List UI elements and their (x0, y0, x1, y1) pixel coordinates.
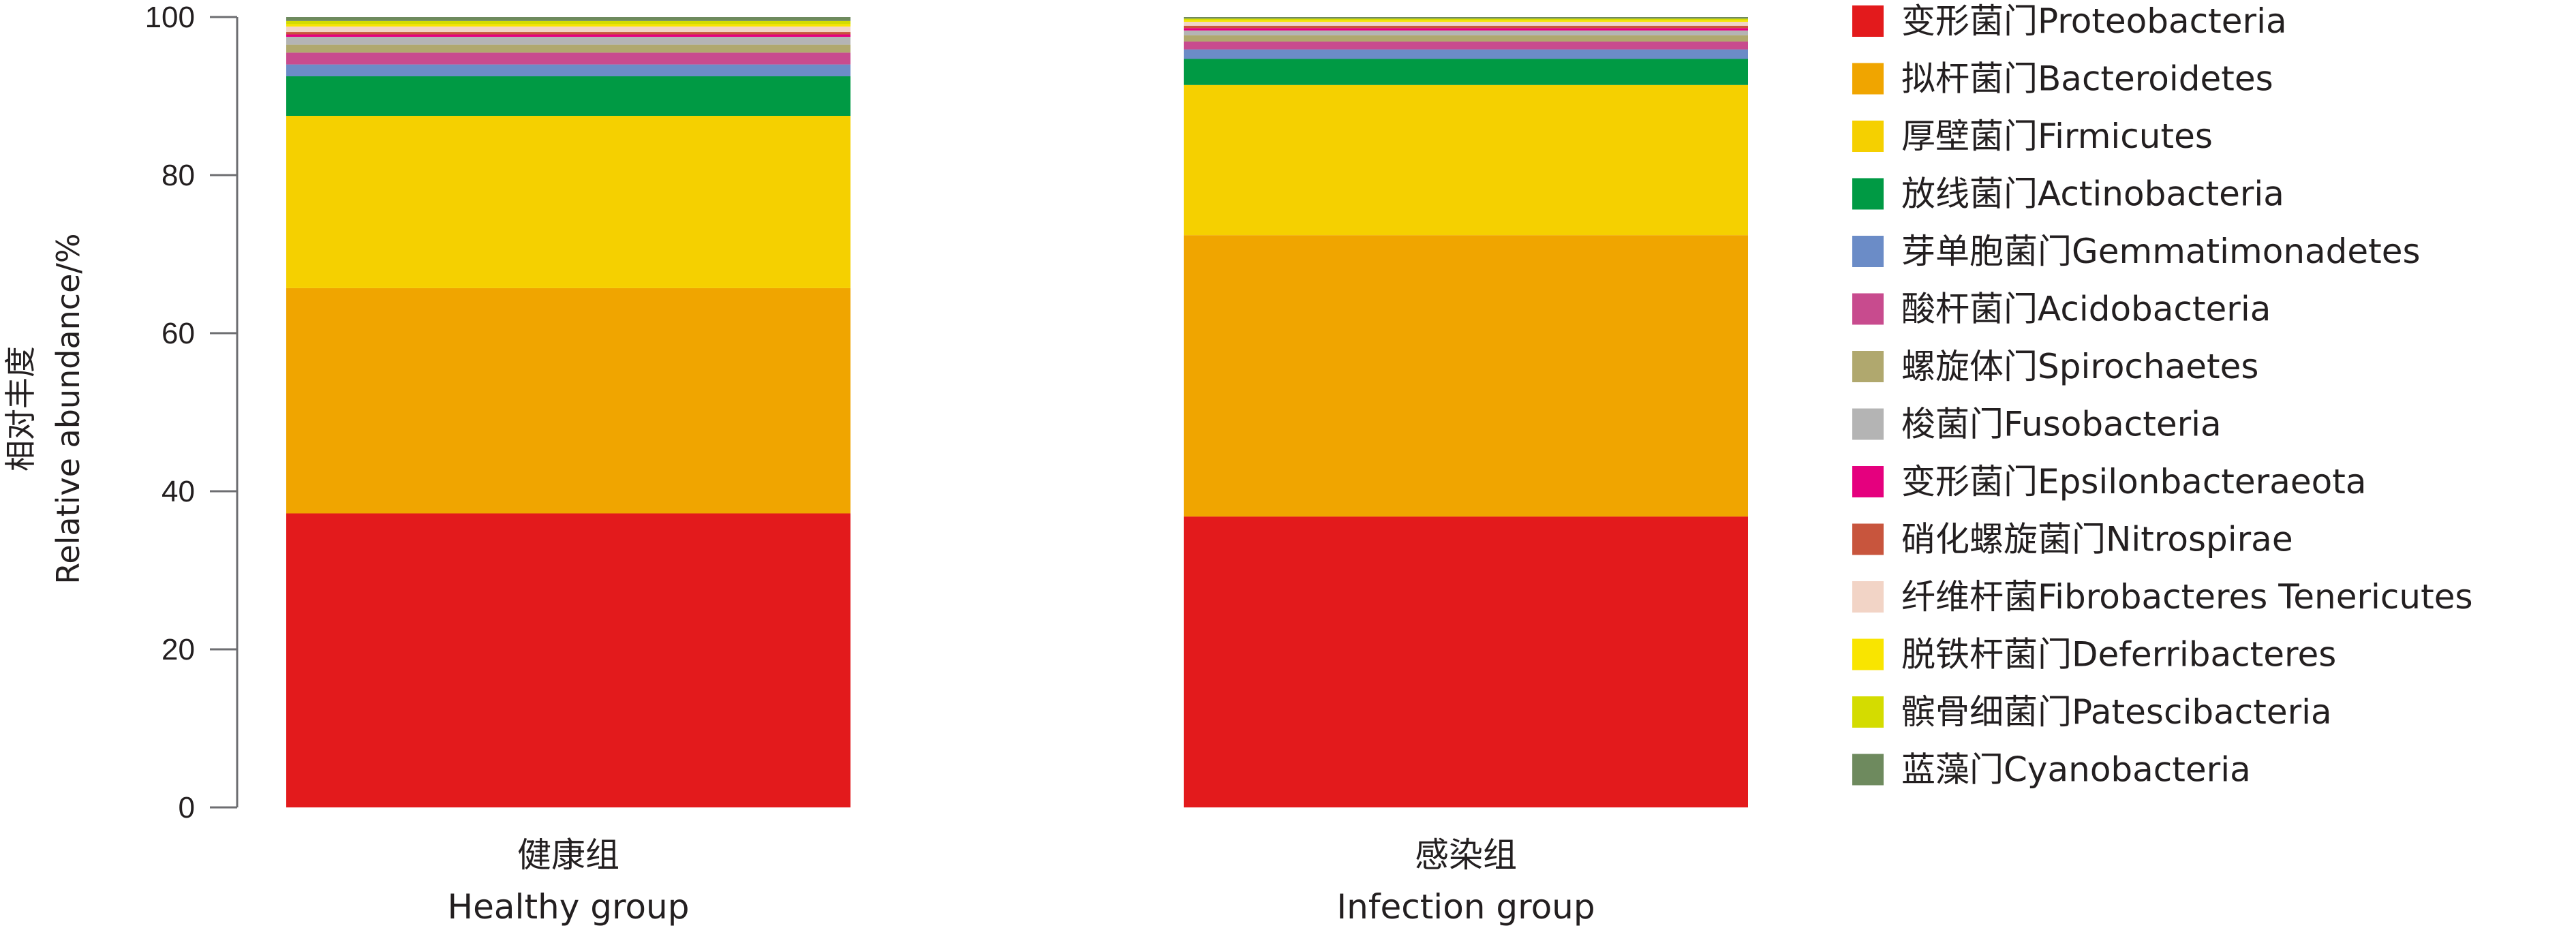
bar-segment (286, 24, 850, 27)
y-axis-title-cn: 相对丰度 (2, 346, 39, 471)
legend-item: 蓝藻门Cyanobacteria (1852, 750, 2251, 790)
y-tick-label: 40 (162, 475, 195, 508)
legend-label: 螺旋体门Spirochaetes (1901, 347, 2258, 386)
legend-label: 硝化螺旋菌门Nitrospirae (1901, 520, 2293, 559)
legend-item: 芽单胞菌门Gemmatimonadetes (1852, 232, 2421, 271)
category-label-cn: 感染组 (1415, 835, 1517, 875)
bars (286, 17, 1748, 807)
legend-item: 螺旋体门Spirochaetes (1852, 347, 2258, 386)
bar-segment (286, 20, 850, 25)
legend-swatch (1852, 5, 1884, 37)
bar-segment (1184, 17, 1748, 19)
legend-swatch (1852, 754, 1884, 786)
bar-segment (286, 76, 850, 116)
category-label-cn: 健康组 (517, 835, 619, 875)
legend-item: 放线菌门Actinobacteria (1852, 174, 2284, 214)
legend-item: 变形菌门Proteobacteria (1852, 1, 2287, 41)
legend-item: 硝化螺旋菌门Nitrospirae (1852, 520, 2293, 559)
y-tick-label: 100 (145, 1, 195, 34)
legend-item: 梭菌门Fusobacteria (1852, 405, 2222, 444)
bar-segment (286, 116, 850, 288)
bar-segment (1184, 84, 1748, 236)
y-tick-label: 60 (162, 317, 195, 350)
legend-item: 变形菌门Epsilonbacteraeota (1852, 462, 2366, 501)
legend-label: 蓝藻门Cyanobacteria (1901, 750, 2251, 790)
bar-segment (286, 32, 850, 35)
bar-segment (1184, 516, 1748, 807)
bar-segment (286, 17, 850, 21)
bar-segment (286, 52, 850, 65)
legend-swatch (1852, 408, 1884, 440)
bar-segment (1184, 59, 1748, 85)
bar-segment (1184, 20, 1748, 22)
bar-stack (286, 17, 850, 807)
legend-item: 髌骨细菌门Patescibacteria (1852, 692, 2332, 732)
bar-segment (1184, 235, 1748, 517)
bar-stack (1184, 17, 1748, 807)
legend-label: 脱铁杆菌门Deferribacteres (1901, 635, 2336, 675)
legend-item: 厚壁菌门Firmicutes (1852, 117, 2213, 156)
bar-segment (1184, 30, 1748, 35)
y-axis: 0 20 40 60 80 100 (145, 1, 239, 824)
legend-label: 拟杆菌门Bacteroidetes (1901, 59, 2273, 99)
legend-swatch (1852, 293, 1884, 325)
bar-segment (286, 26, 850, 33)
category-label-en: Infection group (1336, 887, 1595, 927)
legend-label: 髌骨细菌门Patescibacteria (1901, 692, 2332, 732)
legend-swatch (1852, 178, 1884, 210)
legend-swatch (1852, 638, 1884, 670)
bar-segment (1184, 35, 1748, 42)
category-label-en: Healthy group (448, 887, 690, 927)
y-axis-title-en: Relative abundance/% (50, 233, 87, 584)
bar-segment (286, 34, 850, 37)
bar-segment (286, 44, 850, 53)
legend-swatch (1852, 581, 1884, 613)
category-labels: 健康组 Healthy group 感染组 Infection group (448, 835, 1595, 927)
legend-label: 变形菌门Proteobacteria (1901, 1, 2287, 41)
bar-segment (1184, 18, 1748, 20)
bar-segment (1184, 21, 1748, 26)
legend-label: 厚壁菌门Firmicutes (1901, 117, 2213, 156)
legend-swatch (1852, 121, 1884, 152)
legend-item: 拟杆菌门Bacteroidetes (1852, 59, 2273, 99)
legend-item: 脱铁杆菌门Deferribacteres (1852, 635, 2336, 675)
bar-segment (286, 288, 850, 514)
legend-swatch (1852, 351, 1884, 382)
bar-segment (1184, 49, 1748, 59)
legend-swatch (1852, 523, 1884, 555)
legend-item: 纤维杆菌Fibrobacteres Tenericutes (1852, 577, 2473, 617)
legend-swatch (1852, 236, 1884, 267)
legend-label: 酸杆菌门Acidobacteria (1901, 290, 2271, 329)
bar-segment (1184, 28, 1748, 31)
legend-label: 纤维杆菌Fibrobacteres Tenericutes (1901, 577, 2473, 617)
y-tick-label: 80 (162, 159, 195, 192)
legend-label: 芽单胞菌门Gemmatimonadetes (1901, 232, 2421, 271)
legend-label: 梭菌门Fusobacteria (1901, 405, 2222, 444)
legend-swatch (1852, 63, 1884, 95)
y-tick-label: 0 (179, 791, 195, 824)
legend-item: 酸杆菌门Acidobacteria (1852, 290, 2271, 329)
bar-segment (286, 513, 850, 807)
legend: 变形菌门Proteobacteria 拟杆菌门Bacteroidetes 厚壁菌门F… (1852, 1, 2473, 790)
bar-segment (1184, 25, 1748, 29)
y-tick-label: 20 (162, 633, 195, 666)
legend-label: 变形菌门Epsilonbacteraeota (1901, 462, 2366, 501)
legend-label: 放线菌门Actinobacteria (1901, 174, 2284, 214)
bar-segment (1184, 41, 1748, 50)
legend-swatch (1852, 696, 1884, 728)
bar-segment (286, 64, 850, 76)
bar-segment (286, 37, 850, 45)
legend-swatch (1852, 466, 1884, 497)
